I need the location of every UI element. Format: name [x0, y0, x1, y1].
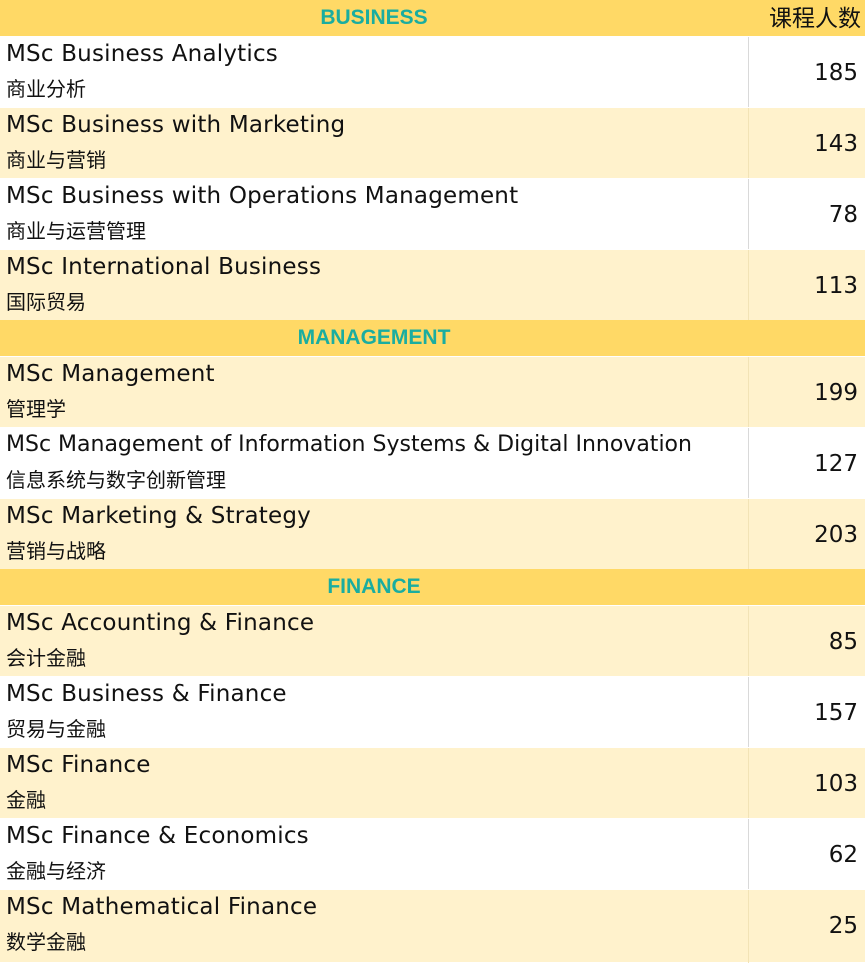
count-column-header: 课程人数 — [769, 6, 861, 32]
column-divider — [748, 606, 749, 677]
course-count: 113 — [814, 273, 858, 299]
course-name: MSc Finance & Economics — [6, 823, 309, 849]
section-header-business: BUSINESS 课程人数 — [0, 0, 865, 36]
section-title: MANAGEMENT — [297, 326, 451, 349]
course-name-cn: 营销与战略 — [6, 539, 106, 563]
course-name: MSc Accounting & Finance — [6, 610, 315, 636]
table-row: MSc Marketing & Strategy 营销与战略 203 — [0, 498, 865, 570]
course-count: 143 — [814, 131, 858, 157]
column-divider — [748, 357, 749, 428]
table-row: MSc International Business 国际贸易 113 — [0, 249, 865, 321]
table-row: MSc Finance 金融 103 — [0, 747, 865, 819]
table-row: MSc Business with Marketing 商业与营销 143 — [0, 107, 865, 179]
column-divider — [748, 428, 749, 499]
course-name-cn: 国际贸易 — [6, 290, 86, 314]
course-name-cn: 信息系统与数字创新管理 — [6, 468, 226, 492]
course-name: MSc Mathematical Finance — [6, 894, 318, 920]
table-row: MSc Business & Finance 贸易与金融 157 — [0, 676, 865, 748]
course-name-cn: 商业与运营管理 — [6, 219, 146, 243]
column-divider — [748, 748, 749, 819]
column-divider — [748, 890, 749, 963]
course-name-cn: 金融 — [6, 788, 46, 812]
section-title: FINANCE — [327, 575, 421, 598]
course-name: MSc Business & Finance — [6, 681, 287, 707]
column-divider — [748, 819, 749, 890]
course-count: 103 — [814, 771, 858, 797]
course-count: 25 — [828, 913, 858, 939]
course-name: MSc Management of Information Systems & … — [6, 432, 692, 457]
course-name-cn: 会计金融 — [6, 646, 86, 670]
table-row: MSc Accounting & Finance 会计金融 85 — [0, 605, 865, 677]
table-row: MSc Business Analytics 商业分析 185 — [0, 36, 865, 108]
course-name-cn: 贸易与金融 — [6, 717, 106, 741]
column-divider — [748, 499, 749, 570]
column-divider — [748, 108, 749, 179]
course-name-cn: 金融与经济 — [6, 859, 106, 883]
course-count: 85 — [828, 629, 858, 655]
course-name-cn: 商业分析 — [6, 77, 86, 101]
table-row: MSc Finance & Economics 金融与经济 62 — [0, 818, 865, 890]
section-title: BUSINESS — [320, 6, 428, 29]
column-divider — [748, 37, 749, 108]
section-header-finance: FINANCE — [0, 569, 865, 605]
course-name: MSc Management — [6, 361, 215, 387]
table-row: MSc Mathematical Finance 数学金融 25 — [0, 889, 865, 963]
course-count: 199 — [814, 380, 858, 406]
course-count: 157 — [814, 700, 858, 726]
table-row: MSc Management 管理学 199 — [0, 356, 865, 428]
course-count: 203 — [814, 522, 858, 548]
column-divider — [748, 250, 749, 321]
course-name: MSc Business Analytics — [6, 41, 278, 67]
course-name-cn: 数学金融 — [6, 930, 86, 954]
course-name: MSc Marketing & Strategy — [6, 503, 311, 529]
course-count: 78 — [828, 202, 858, 228]
course-name: MSc International Business — [6, 254, 322, 280]
column-divider — [748, 179, 749, 250]
course-count: 127 — [814, 451, 858, 477]
table-row: MSc Business with Operations Management … — [0, 178, 865, 250]
table-row: MSc Management of Information Systems & … — [0, 427, 865, 499]
course-name: MSc Business with Marketing — [6, 112, 346, 138]
course-name-cn: 商业与营销 — [6, 148, 106, 172]
course-name: MSc Business with Operations Management — [6, 183, 519, 209]
course-name-cn: 管理学 — [6, 397, 66, 421]
section-header-management: MANAGEMENT — [0, 320, 865, 356]
course-count: 185 — [814, 60, 858, 86]
course-name: MSc Finance — [6, 752, 151, 778]
column-divider — [748, 677, 749, 748]
course-count: 62 — [828, 842, 858, 868]
